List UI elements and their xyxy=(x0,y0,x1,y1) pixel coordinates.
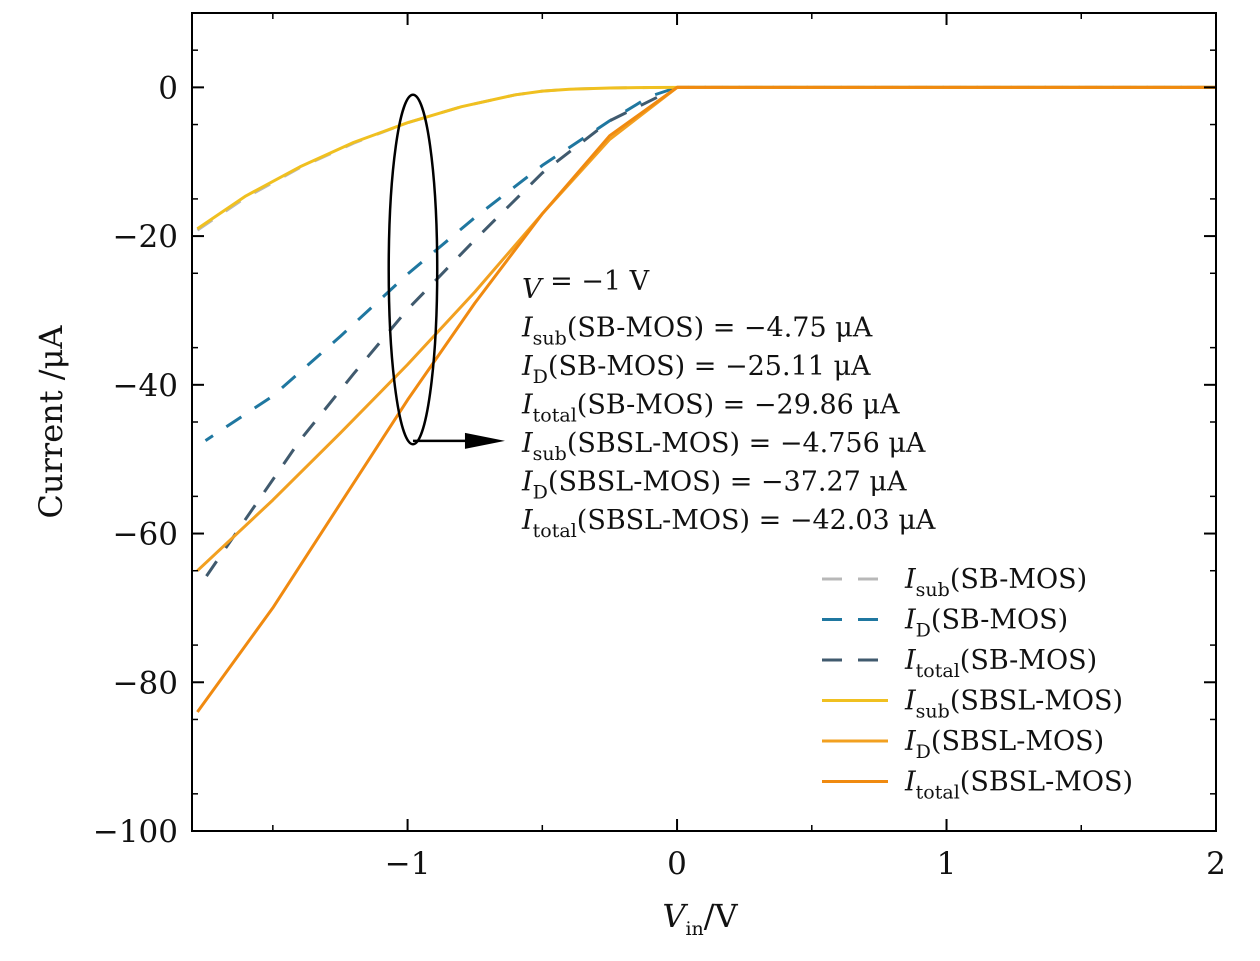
legend-label-rest: (SB-MOS) xyxy=(950,564,1087,595)
legend-label: ID(SBSL-MOS) xyxy=(904,726,1104,763)
legend-label-sub: sub xyxy=(916,579,950,601)
x-axis-title-sub: in xyxy=(685,918,703,940)
annotation-line: V = −1 V xyxy=(522,266,650,305)
annotation-line-main: I xyxy=(521,505,534,536)
y-tick-label: 0 xyxy=(158,70,178,106)
legend-label: Itotal(SBSL-MOS) xyxy=(904,767,1133,804)
x-axis-title: Vin/V xyxy=(662,897,738,940)
y-tick-label: −60 xyxy=(113,517,178,553)
annotation-line-rest: (SB-MOS) = −25.11 μA xyxy=(548,351,871,382)
x-tick-label: 1 xyxy=(937,846,957,882)
annotation-line-main: I xyxy=(521,390,534,421)
annotation-line: ID(SB-MOS) = −25.11 μA xyxy=(521,351,871,388)
legend-label-main: I xyxy=(904,605,917,636)
annotation-line-main: I xyxy=(521,351,534,382)
x-tick-label: 2 xyxy=(1206,846,1226,882)
legend-label-main: I xyxy=(904,726,917,757)
annotation-line-sub: sub xyxy=(533,328,567,350)
legend-label-rest: (SB-MOS) xyxy=(931,605,1068,636)
highlight-ellipse xyxy=(387,93,439,446)
annotation-line-rest: (SBSL-MOS) = −4.756 μA xyxy=(567,428,926,459)
x-axis-title-main: V xyxy=(662,897,688,935)
x-tick-label: −1 xyxy=(385,846,431,882)
legend-label-sub: sub xyxy=(916,701,950,723)
legend-label: Isub(SB-MOS) xyxy=(904,564,1087,601)
annotation-line: Itotal(SBSL-MOS) = −42.03 μA xyxy=(521,505,936,542)
y-tick-label: −80 xyxy=(113,665,178,701)
annotation-line-main: I xyxy=(521,467,534,498)
series-layer xyxy=(196,85,1216,713)
legend-label-rest: (SBSL-MOS) xyxy=(931,726,1104,757)
annotation-line-main: V xyxy=(522,274,544,305)
annotation-line-rest: (SBSL-MOS) = −37.27 μA xyxy=(548,467,907,498)
legend-label-main: I xyxy=(904,564,917,595)
legend-label-sub: D xyxy=(916,741,931,763)
legend-label-sub: total xyxy=(916,782,960,804)
annotation-line-main: I xyxy=(521,313,534,344)
annotation-line-sub: D xyxy=(533,366,548,388)
x-axis-title-unit: /V xyxy=(704,897,739,935)
annotation-line-sub: total xyxy=(533,405,577,427)
annotation-line-main: I xyxy=(521,428,534,459)
annotation-line: Isub(SB-MOS) = −4.75 μA xyxy=(521,313,873,350)
ticks-layer: −1 0 1 2 0 −20 −40 −60 −80 −100 xyxy=(93,13,1226,882)
legend-label-main: I xyxy=(904,645,917,676)
y-axis-title: Current /μA xyxy=(32,325,70,519)
annotation-line-sub: total xyxy=(533,520,577,542)
annotation-line-sub: D xyxy=(533,482,548,504)
annotation-line-rest: = −1 V xyxy=(542,266,650,297)
y-tick-label: −20 xyxy=(113,219,178,255)
legend-label: Isub(SBSL-MOS) xyxy=(904,686,1123,723)
annotation-line: Itotal(SB-MOS) = −29.86 μA xyxy=(521,390,900,427)
y-tick-label: −100 xyxy=(93,814,178,850)
legend-label-sub: total xyxy=(916,660,960,682)
legend-label-sub: D xyxy=(916,620,931,642)
annotation-line-sub: sub xyxy=(533,443,567,465)
annotation-arrow-head xyxy=(464,432,505,449)
legend: Isub(SB-MOS)ID(SB-MOS)Itotal(SB-MOS)Isub… xyxy=(822,564,1133,804)
series-line-isub-sbsl-mos- xyxy=(196,85,1216,230)
annotation-line: ID(SBSL-MOS) = −37.27 μA xyxy=(521,467,907,504)
legend-label-rest: (SBSL-MOS) xyxy=(950,686,1123,717)
legend-label-main: I xyxy=(904,686,917,717)
legend-label: ID(SB-MOS) xyxy=(904,605,1068,642)
y-tick-label: −40 xyxy=(113,368,178,404)
annotation-line-rest: (SB-MOS) = −29.86 μA xyxy=(577,390,900,421)
series-line-itotal-sbsl-mos- xyxy=(196,85,1216,713)
legend-label-rest: (SBSL-MOS) xyxy=(960,767,1133,798)
legend-label-main: I xyxy=(904,767,917,798)
x-tick-label: 0 xyxy=(667,846,687,882)
annotation-line-rest: (SBSL-MOS) = −42.03 μA xyxy=(577,505,936,536)
series-line-isub-sb-mos- xyxy=(196,85,1216,232)
annotation-line-rest: (SB-MOS) = −4.75 μA xyxy=(567,313,873,344)
annotation-line: Isub(SBSL-MOS) = −4.756 μA xyxy=(521,428,926,465)
legend-label: Itotal(SB-MOS) xyxy=(904,645,1097,682)
legend-label-rest: (SB-MOS) xyxy=(960,645,1097,676)
